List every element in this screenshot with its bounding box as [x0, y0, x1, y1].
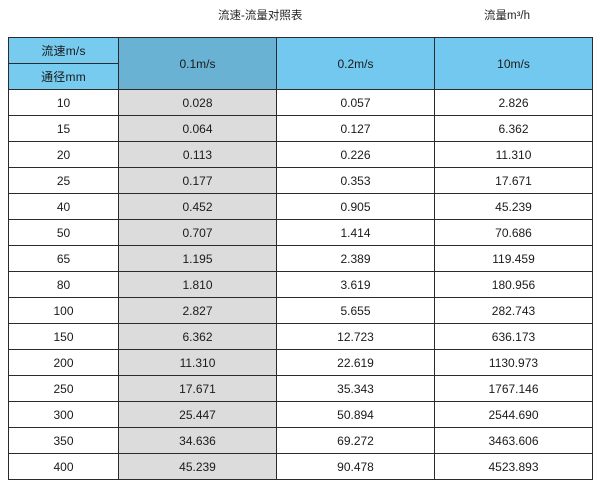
header-velocity-0.1: 0.1m/s: [118, 37, 277, 90]
cell-flow-0: 17.671: [118, 375, 277, 402]
cell-flow-1: 0.905: [276, 193, 435, 220]
table-row: 400 45.239 90.478 4523.893: [8, 453, 593, 480]
cell-flow-0: 45.239: [118, 453, 277, 480]
table-row: 100 2.827 5.655 282.743: [8, 297, 593, 324]
table-row: 15 0.064 0.127 6.362: [8, 115, 593, 142]
cell-flow-0: 6.362: [118, 323, 277, 350]
cell-flow-0: 0.028: [118, 89, 277, 116]
cell-flow-0: 2.827: [118, 297, 277, 324]
table-head: 流速m/s 0.1m/s 0.2m/s 10m/s 通径mm: [8, 37, 593, 90]
table-body: 10 0.028 0.057 2.826 15 0.064 0.127 6.362 20 0.11…: [8, 89, 593, 480]
cell-flow-1: 69.272: [276, 427, 435, 454]
table-row: 150 6.362 12.723 636.173: [8, 323, 593, 350]
cell-flow-0: 34.636: [118, 427, 277, 454]
cell-flow-2: 70.686: [434, 219, 593, 246]
cell-flow-2: 4523.893: [434, 453, 593, 480]
flow-rate-table: 流速m/s 0.1m/s 0.2m/s 10m/s 通径mm 10 0.028 0.…: [8, 37, 593, 480]
cell-diameter: 80: [8, 271, 119, 298]
cell-flow-1: 0.127: [276, 115, 435, 142]
cell-flow-0: 0.707: [118, 219, 277, 246]
header-row-diameter: 通径mm: [8, 63, 593, 90]
cell-flow-2: 2.826: [434, 89, 593, 116]
header-diameter-label: 通径mm: [8, 63, 119, 90]
cell-flow-2: 282.743: [434, 297, 593, 324]
table-row: 10 0.028 0.057 2.826: [8, 89, 593, 116]
cell-diameter: 250: [8, 375, 119, 402]
table-row: 200 11.310 22.619 1130.973: [8, 349, 593, 376]
header-velocity-10: 10m/s: [434, 37, 593, 90]
cell-flow-2: 2544.690: [434, 401, 593, 428]
cell-flow-2: 180.956: [434, 271, 593, 298]
table-row: 50 0.707 1.414 70.686: [8, 219, 593, 246]
cell-diameter: 15: [8, 115, 119, 142]
flow-unit-label: 流量m³/h: [484, 10, 530, 22]
caption-bar: 流速-流量对照表 流量m³/h: [0, 0, 600, 34]
cell-flow-0: 0.113: [118, 141, 277, 168]
table-row: 20 0.113 0.226 11.310: [8, 141, 593, 168]
cell-flow-0: 1.195: [118, 245, 277, 272]
cell-flow-1: 0.353: [276, 167, 435, 194]
cell-flow-2: 119.459: [434, 245, 593, 272]
cell-flow-2: 45.239: [434, 193, 593, 220]
table-row: 65 1.195 2.389 119.459: [8, 245, 593, 272]
cell-flow-1: 35.343: [276, 375, 435, 402]
cell-diameter: 40: [8, 193, 119, 220]
cell-diameter: 50: [8, 219, 119, 246]
cell-diameter: 150: [8, 323, 119, 350]
cell-flow-1: 2.389: [276, 245, 435, 272]
cell-flow-1: 0.057: [276, 89, 435, 116]
cell-flow-0: 25.447: [118, 401, 277, 428]
cell-flow-1: 22.619: [276, 349, 435, 376]
cell-flow-2: 636.173: [434, 323, 593, 350]
cell-diameter: 10: [8, 89, 119, 116]
cell-flow-1: 0.226: [276, 141, 435, 168]
cell-flow-0: 0.452: [118, 193, 277, 220]
cell-flow-2: 3463.606: [434, 427, 593, 454]
cell-diameter: 100: [8, 297, 119, 324]
cell-flow-1: 3.619: [276, 271, 435, 298]
table-row: 25 0.177 0.353 17.671: [8, 167, 593, 194]
table-row: 80 1.810 3.619 180.956: [8, 271, 593, 298]
cell-flow-2: 11.310: [434, 141, 593, 168]
cell-flow-2: 6.362: [434, 115, 593, 142]
cell-flow-1: 5.655: [276, 297, 435, 324]
cell-diameter: 400: [8, 453, 119, 480]
chart-title: 流速-流量对照表: [218, 10, 303, 22]
table-row: 40 0.452 0.905 45.239: [8, 193, 593, 220]
cell-flow-2: 17.671: [434, 167, 593, 194]
table-row: 250 17.671 35.343 1767.146: [8, 375, 593, 402]
cell-flow-0: 0.064: [118, 115, 277, 142]
header-velocity-label: 流速m/s: [8, 37, 119, 64]
cell-diameter: 20: [8, 141, 119, 168]
cell-diameter: 65: [8, 245, 119, 272]
cell-diameter: 25: [8, 167, 119, 194]
cell-flow-2: 1767.146: [434, 375, 593, 402]
cell-flow-0: 1.810: [118, 271, 277, 298]
cell-diameter: 300: [8, 401, 119, 428]
cell-diameter: 200: [8, 349, 119, 376]
cell-flow-0: 11.310: [118, 349, 277, 376]
cell-diameter: 350: [8, 427, 119, 454]
cell-flow-1: 12.723: [276, 323, 435, 350]
cell-flow-1: 90.478: [276, 453, 435, 480]
cell-flow-1: 50.894: [276, 401, 435, 428]
table-row: 350 34.636 69.272 3463.606: [8, 427, 593, 454]
cell-flow-1: 1.414: [276, 219, 435, 246]
table-row: 300 25.447 50.894 2544.690: [8, 401, 593, 428]
cell-flow-2: 1130.973: [434, 349, 593, 376]
flow-rate-table-container: 流速m/s 0.1m/s 0.2m/s 10m/s 通径mm 10 0.028 0.…: [8, 37, 593, 480]
cell-flow-0: 0.177: [118, 167, 277, 194]
header-row-velocity: 流速m/s 0.1m/s 0.2m/s 10m/s: [8, 37, 593, 90]
header-velocity-0.2: 0.2m/s: [276, 37, 435, 90]
